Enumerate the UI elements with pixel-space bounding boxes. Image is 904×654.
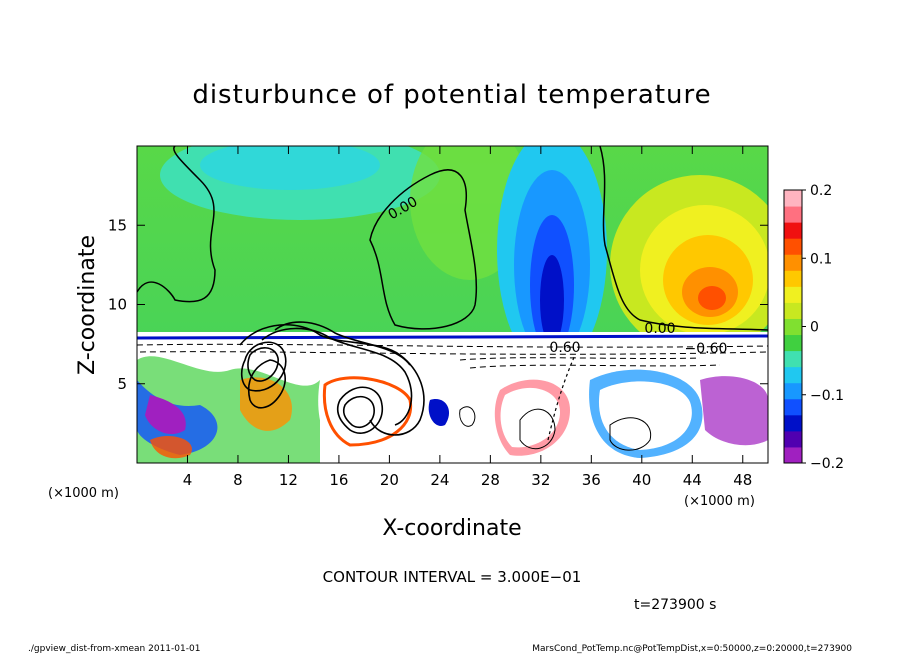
colorbar-swatch — [784, 334, 802, 352]
contour-labels: 0.000.00−0.600.60 — [386, 194, 728, 357]
colorbar-swatch — [784, 238, 802, 255]
colorbar-tick-label: 0.1 — [810, 251, 832, 267]
footer-left: ./gpview_dist-from-xmean 2011-01-01 — [28, 644, 200, 654]
colorbar-swatch — [784, 350, 802, 368]
colorbar-swatch — [784, 222, 802, 239]
x-tick-label: 44 — [683, 471, 702, 489]
contour-interval-text: CONTOUR INTERVAL = 3.000E−01 — [323, 568, 582, 586]
colorbar-tick-label: 0 — [810, 320, 819, 336]
colorbar-swatch — [784, 446, 802, 464]
y-axis: 5 10 15 — [108, 216, 768, 393]
contour-label: 0.60 — [549, 340, 580, 356]
x-tick-label: 28 — [481, 471, 500, 489]
x-tick-label: 40 — [632, 471, 651, 489]
x-tick-label: 8 — [233, 471, 243, 489]
colorbar-swatch — [784, 414, 802, 432]
colorbar-tick-label: −0.2 — [810, 456, 844, 472]
contour-label: 0.00 — [644, 321, 675, 337]
x-tick-label: 12 — [279, 471, 298, 489]
x-axis-title: X-coordinate — [382, 516, 521, 541]
colorbar-swatch — [784, 190, 802, 207]
colorbar-tick-label: 0.2 — [810, 183, 832, 199]
x-unit-left: (×1000 m) — [48, 486, 119, 501]
y-tick-label: 10 — [108, 296, 127, 314]
x-tick-label: 48 — [733, 471, 752, 489]
x-axis: 4 8 12 16 20 24 28 32 36 40 44 48 — [183, 146, 752, 489]
colorbar-swatch — [784, 286, 802, 303]
x-tick-label: 36 — [582, 471, 601, 489]
x-tick-label: 32 — [531, 471, 550, 489]
plot-area — [137, 146, 768, 463]
y-tick-label: 15 — [108, 216, 127, 234]
footer-right: MarsCond_PotTemp.nc@PotTempDist,x=0:5000… — [532, 644, 852, 654]
x-tick-label: 20 — [380, 471, 399, 489]
colorbar-swatch — [784, 206, 802, 223]
colorbar — [783, 189, 803, 464]
colorbar-swatch — [784, 366, 802, 384]
y-tick-label: 5 — [117, 375, 127, 393]
x-unit-right: (×1000 m) — [684, 494, 755, 509]
chart-title: disturbunce of potential temperature — [192, 80, 711, 110]
colorbar-tick-label: −0.1 — [810, 388, 844, 404]
y-axis-title: Z-coordinate — [75, 235, 100, 375]
colorbar-swatch — [784, 270, 802, 287]
x-tick-label: 4 — [183, 471, 193, 489]
colorbar-swatch — [784, 302, 802, 319]
contour-label: −0.60 — [685, 341, 728, 357]
x-tick-label: 16 — [329, 471, 348, 489]
colorbar-swatch — [784, 430, 802, 448]
colorbar-ticks: 0.2 0.1 0 −0.1 −0.2 — [802, 183, 844, 472]
colorbar-swatch — [784, 254, 802, 271]
colorbar-swatch — [784, 382, 802, 400]
x-tick-label: 24 — [430, 471, 449, 489]
time-text: t=273900 s — [634, 597, 716, 613]
colorbar-swatch — [784, 318, 802, 336]
colorbar-swatch — [784, 398, 802, 416]
